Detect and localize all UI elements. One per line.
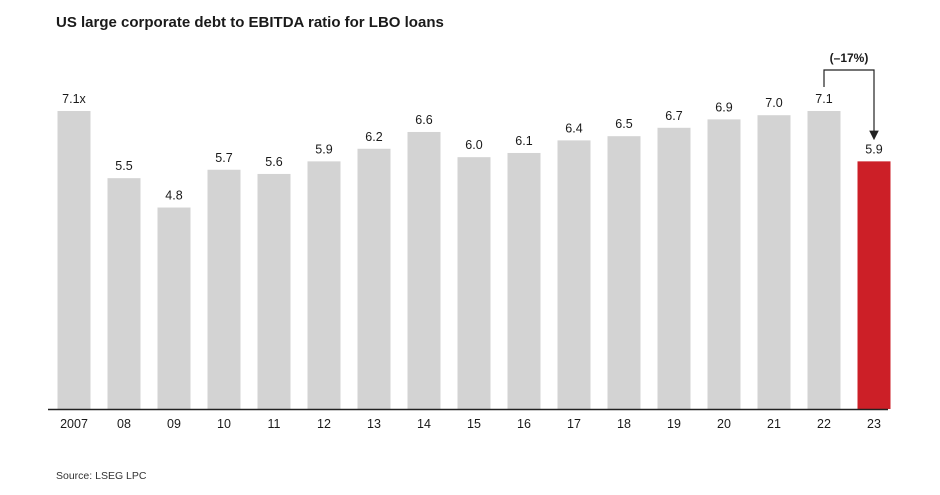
bar-23 <box>857 161 891 409</box>
source-note: Source: LSEG LPC <box>56 470 147 482</box>
x-tick-label-16: 16 <box>517 417 531 431</box>
bar-21 <box>757 115 791 410</box>
x-tick-label-2007: 2007 <box>60 417 88 431</box>
data-label-12: 5.9 <box>315 142 332 156</box>
x-tick-label-23: 23 <box>867 417 881 431</box>
bar-19 <box>657 127 691 410</box>
data-label-22: 7.1 <box>815 92 832 106</box>
bar-11 <box>257 173 291 409</box>
data-label-11: 5.6 <box>265 155 282 169</box>
x-tick-label-09: 09 <box>167 417 181 431</box>
x-tick-label-17: 17 <box>567 417 581 431</box>
x-tick-label-15: 15 <box>467 417 481 431</box>
x-tick-label-14: 14 <box>417 417 431 431</box>
x-tick-label-22: 22 <box>817 417 831 431</box>
chart-title: US large corporate debt to EBITDA ratio … <box>56 14 444 31</box>
bar-18 <box>607 136 641 409</box>
bar-17 <box>557 140 591 409</box>
x-tick-label-19: 19 <box>667 417 681 431</box>
bar-13 <box>357 148 391 409</box>
data-label-10: 5.7 <box>215 151 232 165</box>
bar-15 <box>457 157 491 409</box>
data-label-14: 6.6 <box>415 113 432 127</box>
bar-16 <box>507 152 541 409</box>
x-tick-label-10: 10 <box>217 417 231 431</box>
bar-10 <box>207 169 241 409</box>
data-label-23: 5.9 <box>865 142 882 156</box>
x-tick-label-08: 08 <box>117 417 131 431</box>
data-label-15: 6.0 <box>465 138 482 152</box>
data-label-09: 4.8 <box>165 189 182 203</box>
data-label-2007: 7.1x <box>62 92 86 106</box>
data-label-19: 6.7 <box>665 109 682 123</box>
bar-22 <box>807 111 841 409</box>
bar-09 <box>157 207 191 409</box>
x-tick-label-11: 11 <box>268 417 281 431</box>
bar-2007 <box>57 111 91 409</box>
bar-08 <box>107 178 141 409</box>
bar-14 <box>407 131 441 410</box>
data-label-18: 6.5 <box>615 117 632 131</box>
x-tick-label-20: 20 <box>717 417 731 431</box>
change-annotation: (–17%) <box>830 51 869 65</box>
data-label-20: 6.9 <box>715 100 732 114</box>
data-label-13: 6.2 <box>365 130 382 144</box>
data-label-17: 6.4 <box>565 121 582 135</box>
change-arrow <box>823 69 879 141</box>
data-label-08: 5.5 <box>115 159 132 173</box>
data-label-16: 6.1 <box>515 134 532 148</box>
x-tick-label-21: 21 <box>767 417 781 431</box>
bar-12 <box>307 161 341 409</box>
data-label-21: 7.0 <box>765 96 782 110</box>
x-tick-label-18: 18 <box>617 417 631 431</box>
bar-20 <box>707 119 741 410</box>
x-tick-label-12: 12 <box>317 417 331 431</box>
x-tick-label-13: 13 <box>367 417 381 431</box>
